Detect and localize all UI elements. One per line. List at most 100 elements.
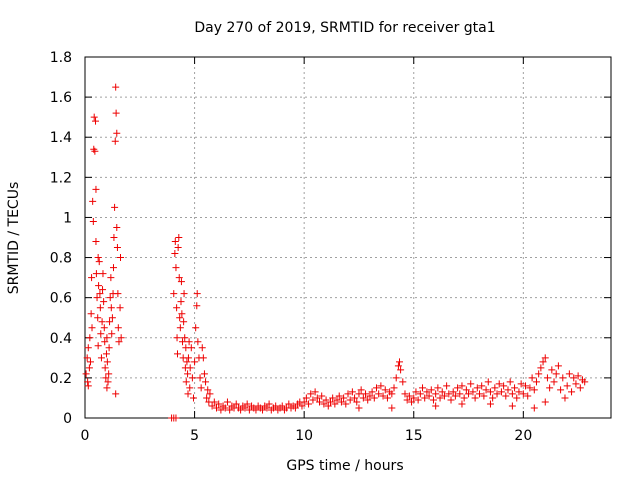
data-point xyxy=(97,330,105,338)
data-point xyxy=(572,380,580,388)
data-point xyxy=(180,290,188,298)
data-point xyxy=(252,406,260,414)
data-point xyxy=(370,394,378,402)
grid-layer xyxy=(85,57,611,418)
data-point xyxy=(177,298,185,306)
data-point xyxy=(462,386,470,394)
data-point xyxy=(208,402,216,410)
data-point xyxy=(348,388,356,396)
data-point xyxy=(203,394,211,402)
data-point xyxy=(408,398,416,406)
data-point xyxy=(200,370,208,378)
data-point xyxy=(92,238,100,246)
data-point xyxy=(111,137,119,145)
data-point xyxy=(107,274,115,282)
data-point xyxy=(506,378,514,386)
chart-title: Day 270 of 2019, SRMTID for receiver gta… xyxy=(194,20,495,36)
data-point xyxy=(103,358,111,366)
data-point xyxy=(522,382,530,390)
data-point xyxy=(100,298,108,306)
tick-layer: 0 0.2 0.4 0.6 0.8 1 1.2 1.4 1.6 1.8 0 5 10 15 20 xyxy=(50,50,611,444)
data-point xyxy=(102,350,110,358)
data-point xyxy=(92,117,100,125)
x-axis-label: GPS time / hours xyxy=(286,458,403,474)
data-point xyxy=(88,274,96,282)
data-point xyxy=(576,384,584,392)
data-point xyxy=(438,388,446,396)
data-point xyxy=(337,398,345,406)
data-point xyxy=(307,390,315,398)
data-point xyxy=(196,374,204,382)
data-point xyxy=(102,374,110,382)
data-point xyxy=(117,254,125,262)
data-point xyxy=(215,400,223,408)
data-point xyxy=(184,390,192,398)
data-point xyxy=(500,382,508,390)
data-point xyxy=(86,334,94,342)
data-point xyxy=(489,394,497,402)
data-point xyxy=(443,382,451,390)
data-point xyxy=(184,354,192,362)
data-point xyxy=(342,400,350,408)
data-point xyxy=(331,400,339,408)
data-point xyxy=(563,382,571,390)
data-point xyxy=(425,392,433,400)
data-point xyxy=(383,394,391,402)
data-point xyxy=(546,384,554,392)
data-point xyxy=(114,324,122,332)
data-point xyxy=(324,402,332,410)
data-point xyxy=(175,274,183,282)
data-point xyxy=(329,394,337,402)
data-point xyxy=(85,364,93,372)
data-point xyxy=(432,390,440,398)
data-point xyxy=(364,396,372,404)
data-point xyxy=(241,404,249,412)
data-point xyxy=(460,394,468,402)
data-point xyxy=(84,344,92,352)
data-point xyxy=(217,406,225,414)
data-point xyxy=(502,392,510,400)
data-point xyxy=(213,404,220,412)
data-point xyxy=(184,370,192,378)
data-point xyxy=(114,290,122,298)
data-point xyxy=(178,310,186,318)
data-point xyxy=(568,388,576,396)
data-point xyxy=(526,384,534,392)
data-point xyxy=(570,374,578,382)
data-point xyxy=(112,109,120,117)
data-point xyxy=(285,400,293,408)
data-point xyxy=(187,344,195,352)
data-point xyxy=(272,402,280,410)
data-point xyxy=(103,334,111,342)
data-point xyxy=(185,338,193,346)
data-point xyxy=(445,390,453,398)
data-point xyxy=(221,404,229,412)
data-point xyxy=(517,380,525,388)
data-point xyxy=(313,394,321,402)
data-point xyxy=(84,378,92,386)
data-point xyxy=(113,223,121,231)
data-point xyxy=(243,400,251,408)
data-point xyxy=(223,398,231,406)
data-point xyxy=(92,185,100,193)
data-point xyxy=(379,392,387,400)
data-point xyxy=(182,378,190,386)
data-point xyxy=(541,398,549,406)
data-point xyxy=(403,396,411,404)
data-point xyxy=(170,290,178,298)
data-point xyxy=(326,398,334,406)
data-point xyxy=(440,392,448,400)
data-point xyxy=(359,394,367,402)
data-point xyxy=(353,398,361,406)
data-point xyxy=(94,314,102,322)
data-point xyxy=(432,402,440,410)
data-point xyxy=(110,234,118,241)
y-tick-label: 0.8 xyxy=(50,251,72,267)
data-point xyxy=(550,378,558,386)
data-point xyxy=(108,330,116,338)
y-axis-label: SRMTID / TECUs xyxy=(6,182,22,295)
data-point xyxy=(419,384,427,392)
data-point xyxy=(574,372,582,380)
data-point xyxy=(192,324,200,332)
